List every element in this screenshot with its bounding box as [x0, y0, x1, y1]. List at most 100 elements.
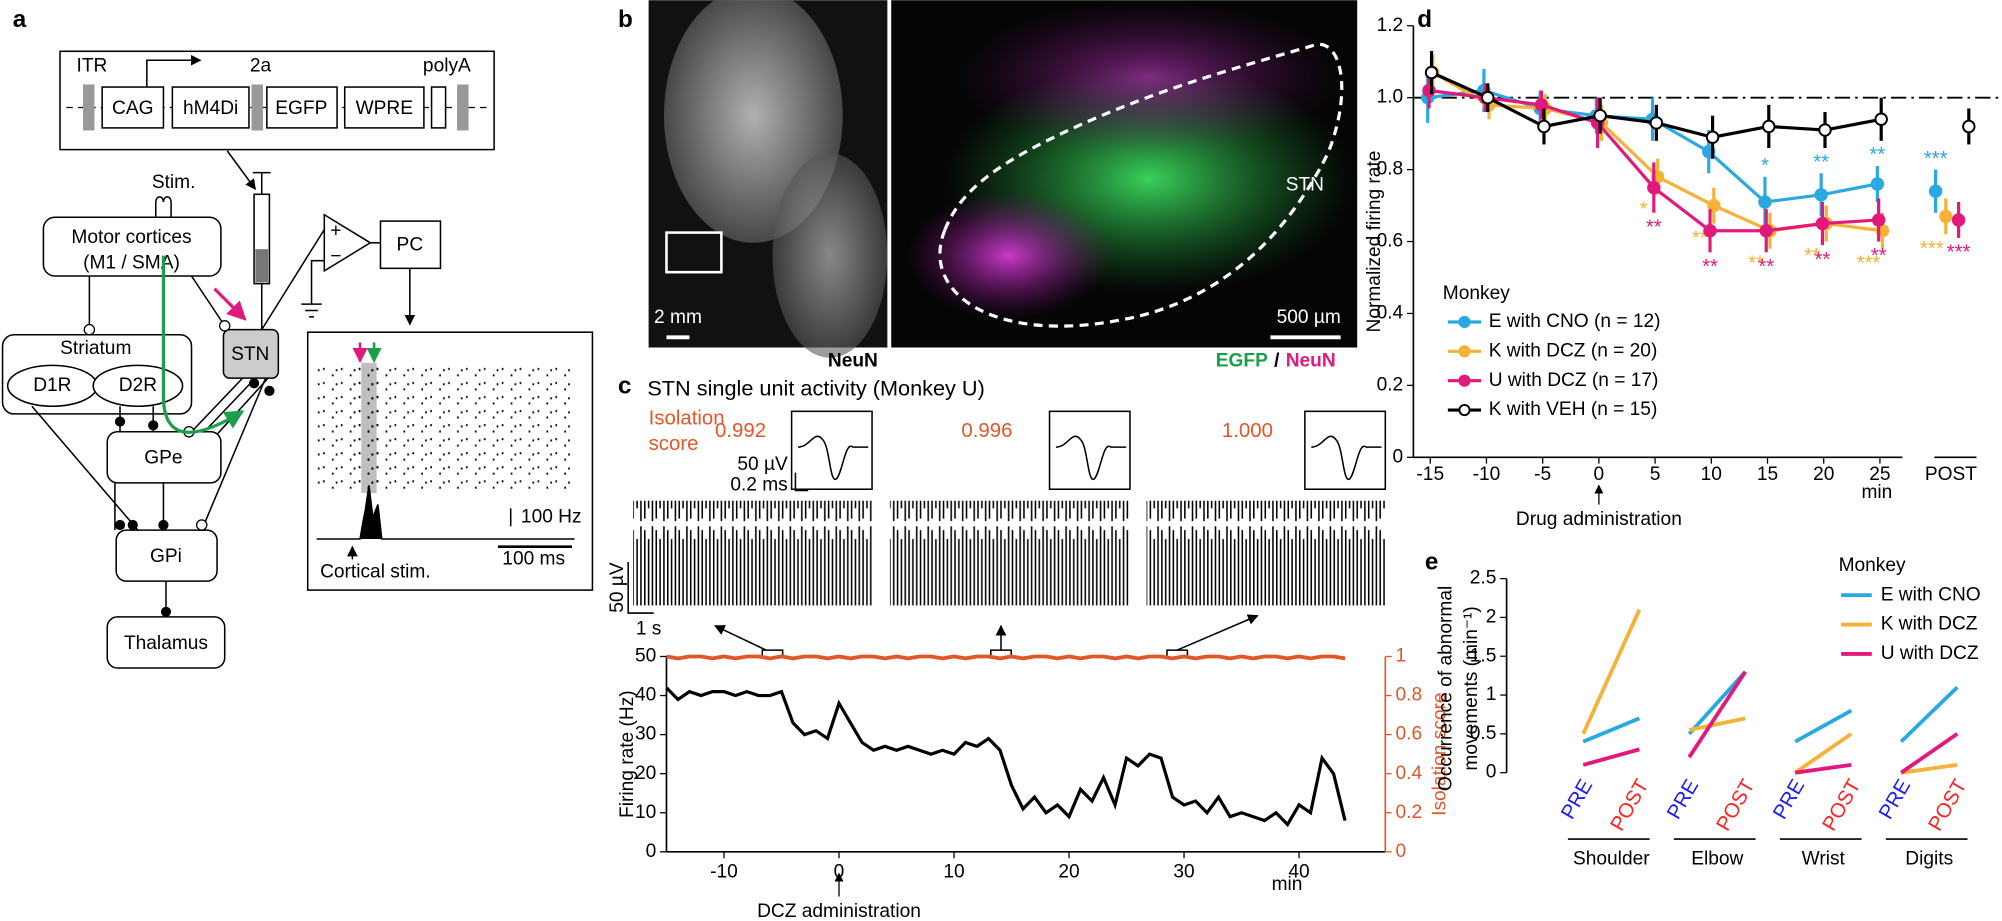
stim-electrode [155, 196, 172, 218]
y-tick-label: 1.2 [1377, 15, 1404, 36]
x-tick-label: 5 [1650, 464, 1661, 485]
scale-label: 0.2 ms [730, 474, 787, 495]
y-tick-label: 10 [635, 802, 656, 823]
significance: *** [1947, 242, 1971, 264]
slope-line [1582, 747, 1640, 767]
amplifier [323, 213, 372, 273]
panel-label: b [618, 6, 633, 33]
isolation-score: 0.992 [715, 420, 766, 442]
construct-label: hM4Di [183, 98, 238, 119]
waveform [797, 435, 869, 480]
marker [1870, 177, 1885, 191]
scale-bar [627, 562, 654, 614]
cag-box [101, 86, 165, 129]
y-axis-title: movements (min⁻¹) [1461, 606, 1482, 770]
spike-trace [633, 500, 873, 606]
scale-label: 50 µV [737, 454, 788, 475]
marker [1593, 108, 1607, 123]
series-line [665, 686, 1347, 828]
legend-marker [1458, 315, 1471, 329]
image-label: / [1274, 351, 1280, 372]
node-label: PC [397, 234, 424, 255]
significance: ** [1748, 252, 1764, 274]
waveform [1055, 435, 1127, 480]
significance: ** [1758, 256, 1774, 278]
node-label: D2R [119, 375, 157, 396]
construct-label: WPRE [356, 98, 413, 119]
tissue [772, 153, 888, 358]
pc-box [379, 220, 442, 270]
marker [1951, 213, 1966, 227]
significance: *** [1920, 238, 1944, 260]
legend-title: Monkey [1443, 283, 1510, 304]
waveform-box [1048, 410, 1131, 490]
x-tick-label: 30 [1173, 861, 1194, 882]
y-axis-title: Normalized firing rate [1364, 151, 1385, 333]
slope-line [1794, 732, 1853, 775]
x-tick-label: 0 [1594, 464, 1605, 485]
waveform [1311, 435, 1382, 480]
node-label: GPi [150, 546, 182, 567]
marker [1537, 119, 1551, 134]
marker [1762, 119, 1776, 134]
panel-label: e [1425, 549, 1439, 576]
y-tick-label: 0 [1393, 446, 1404, 467]
scale-label: 500 µm [1277, 307, 1341, 328]
marker [1818, 123, 1832, 137]
arrow [1176, 614, 1259, 651]
condition-label: POST [1819, 776, 1866, 835]
y2-tick-label: 0.8 [1396, 685, 1423, 706]
d2r [92, 364, 184, 408]
isolation-label: Isolation [649, 407, 725, 429]
condition-label: PRE [1663, 776, 1703, 823]
connections [31, 227, 327, 617]
panel-b: b 2 mm NeuN STN 500 µm EGFP / NeuN [618, 0, 1358, 372]
construct-label: ITR [77, 56, 108, 77]
significance: *** [1924, 148, 1948, 170]
significance: ** [1813, 151, 1829, 173]
marker [1647, 180, 1661, 195]
y-tick-label: 50 [635, 646, 656, 667]
waveform-box [1304, 410, 1387, 490]
image-label: EGFP [1216, 351, 1268, 372]
panel-label: c [618, 372, 632, 399]
condition-label: POST [1925, 776, 1972, 835]
legend-label: K with VEH (n = 15) [1489, 399, 1658, 420]
significance: * [1761, 155, 1769, 177]
marker [1534, 98, 1549, 112]
slope-line [1900, 732, 1959, 775]
image-label: NeuN [1286, 351, 1336, 372]
legend-marker [1458, 404, 1471, 417]
annotation: DCZ administration [757, 901, 921, 921]
hm4di-box [171, 86, 250, 129]
marker [1814, 188, 1828, 202]
raster-burst [354, 362, 381, 494]
y-tick-label: 0.5 [1470, 723, 1497, 744]
construct-label: 2a [250, 56, 272, 77]
bracket [761, 649, 784, 657]
y2-tick-label: 0 [1396, 841, 1407, 862]
stn-outline [938, 42, 1344, 328]
slope-line [1794, 708, 1853, 744]
marker [1703, 224, 1717, 238]
significance: ** [1646, 216, 1662, 238]
y-tick-label: 0.4 [1377, 303, 1404, 324]
slope-line [1687, 670, 1747, 736]
x-axis-title: Drug administration [1516, 509, 1682, 530]
promoter-arrow [146, 54, 202, 88]
x-tick-label: 10 [1701, 464, 1722, 485]
y-tick-label: 0 [1486, 762, 1497, 783]
marker [1874, 112, 1888, 126]
significance: * [1640, 198, 1648, 220]
x-tick-label: 25 [1869, 464, 1890, 485]
x-unit: min [1861, 482, 1892, 503]
legend-label: U with DCZ [1881, 643, 1979, 664]
marker [1962, 119, 1976, 134]
axis [665, 656, 1386, 853]
x-tick-label: Shoulder [1573, 849, 1650, 870]
marker [1758, 195, 1772, 209]
y2-tick-label: 1 [1396, 646, 1407, 667]
condition-label: PRE [1557, 776, 1597, 823]
